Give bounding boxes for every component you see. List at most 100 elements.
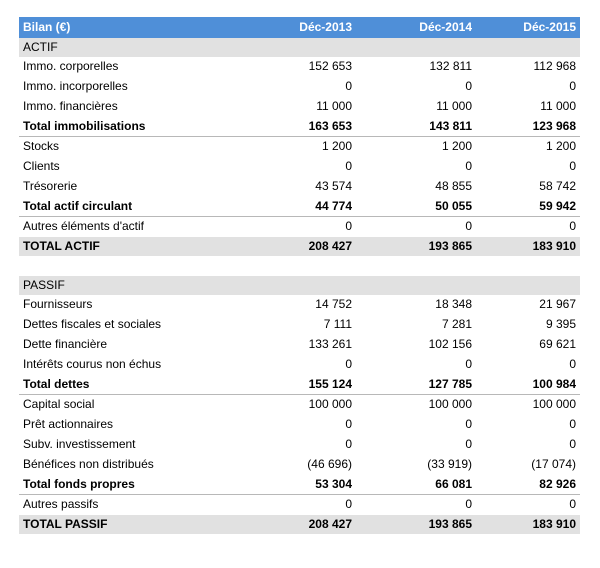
table-row: Capital social 100 000 100 000 100 000 (19, 394, 580, 415)
cell-value: 102 156 (356, 334, 476, 355)
cell-value: 44 774 (219, 196, 356, 217)
subtotal-row: Total dettes 155 124 127 785 100 984 (19, 374, 580, 395)
row-label: Immo. corporelles (19, 57, 219, 77)
cell-value: 0 (476, 434, 580, 455)
cell-value: 0 (219, 434, 356, 455)
cell-value: 7 111 (219, 314, 356, 335)
cell-value: 9 395 (476, 314, 580, 335)
cell-value (476, 256, 580, 276)
cell-value: (33 919) (356, 454, 476, 475)
cell-value: 183 910 (476, 514, 580, 534)
header-year: Déc-2014 (356, 17, 476, 38)
table-row: Fournisseurs 14 752 18 348 21 967 (19, 295, 580, 315)
grand-total-row: TOTAL ACTIF 208 427 193 865 183 910 (19, 236, 580, 256)
row-label: Total immobilisations (19, 116, 219, 137)
section-row: PASSIF (19, 276, 580, 295)
table-header-row: Bilan (€) Déc-2013 Déc-2014 Déc-2015 (19, 17, 580, 38)
cell-value: 0 (476, 156, 580, 177)
row-label: Dettes fiscales et sociales (19, 314, 219, 335)
spacer-row (19, 256, 580, 276)
cell-value: 112 968 (476, 57, 580, 77)
cell-value: 193 865 (356, 514, 476, 534)
row-label: TOTAL PASSIF (19, 514, 219, 534)
cell-value: 1 200 (476, 136, 580, 157)
row-label: Immo. financières (19, 96, 219, 117)
row-label: Total actif circulant (19, 196, 219, 217)
cell-value: 133 261 (219, 334, 356, 355)
header-label: Bilan (€) (19, 17, 219, 38)
cell-value: 0 (219, 156, 356, 177)
cell-value: 132 811 (356, 57, 476, 77)
row-label: TOTAL ACTIF (19, 236, 219, 256)
subtotal-row: Total actif circulant 44 774 50 055 59 942 (19, 196, 580, 217)
table-row: Immo. incorporelles 0 0 0 (19, 76, 580, 97)
cell-value: 0 (356, 354, 476, 375)
header-year: Déc-2013 (219, 17, 356, 38)
cell-value: 59 942 (476, 196, 580, 217)
cell-value (219, 276, 356, 295)
cell-value: 1 200 (356, 136, 476, 157)
cell-value: 11 000 (219, 96, 356, 117)
balance-sheet-table: Bilan (€) Déc-2013 Déc-2014 Déc-2015 ACT… (19, 17, 580, 534)
cell-value: 21 967 (476, 295, 580, 315)
cell-value (356, 256, 476, 276)
row-label: Fournisseurs (19, 295, 219, 315)
cell-value: 0 (476, 354, 580, 375)
table-row: Trésorerie 43 574 48 855 58 742 (19, 176, 580, 197)
table-row: Subv. investissement 0 0 0 (19, 434, 580, 455)
cell-value: 127 785 (356, 374, 476, 395)
cell-value: 0 (476, 216, 580, 237)
cell-value: 11 000 (476, 96, 580, 117)
cell-value: 66 081 (356, 474, 476, 495)
row-label: Total dettes (19, 374, 219, 395)
cell-value: 208 427 (219, 236, 356, 256)
cell-value: 155 124 (219, 374, 356, 395)
cell-value (476, 38, 580, 57)
cell-value: 0 (219, 216, 356, 237)
cell-value (356, 38, 476, 57)
row-label: Total fonds propres (19, 474, 219, 495)
cell-value (356, 276, 476, 295)
cell-value: 193 865 (356, 236, 476, 256)
table-row: Autres passifs 0 0 0 (19, 494, 580, 515)
table-row: Dette financière 133 261 102 156 69 621 (19, 334, 580, 355)
row-label (19, 256, 219, 276)
row-label: PASSIF (19, 276, 219, 295)
row-label: Autres éléments d'actif (19, 216, 219, 237)
cell-value (219, 256, 356, 276)
cell-value: 100 000 (476, 394, 580, 415)
cell-value: 0 (219, 354, 356, 375)
row-label: Autres passifs (19, 494, 219, 515)
table-row: Bénéfices non distribués (46 696) (33 919)… (19, 454, 580, 475)
cell-value: 0 (219, 76, 356, 97)
table-row: Autres éléments d'actif 0 0 0 (19, 216, 580, 237)
cell-value: 0 (356, 494, 476, 515)
subtotal-row: Total fonds propres 53 304 66 081 82 926 (19, 474, 580, 495)
cell-value: 143 811 (356, 116, 476, 137)
table-row: Clients 0 0 0 (19, 156, 580, 177)
cell-value: 0 (356, 76, 476, 97)
row-label: Bénéfices non distribués (19, 454, 219, 475)
cell-value: 123 968 (476, 116, 580, 137)
cell-value: 7 281 (356, 314, 476, 335)
cell-value: 58 742 (476, 176, 580, 197)
balance-sheet: Bilan (€) Déc-2013 Déc-2014 Déc-2015 ACT… (19, 17, 580, 534)
row-label: Dette financière (19, 334, 219, 355)
row-label: Prêt actionnaires (19, 414, 219, 435)
cell-value: (17 074) (476, 454, 580, 475)
row-label: Stocks (19, 136, 219, 157)
table-row: Immo. corporelles 152 653 132 811 112 968 (19, 57, 580, 77)
table-row: Dettes fiscales et sociales 7 111 7 281 9 3… (19, 314, 580, 335)
table-body: ACTIF Immo. corporelles 152 653 132 811 112 … (19, 38, 580, 534)
row-label: Immo. incorporelles (19, 76, 219, 97)
cell-value: 48 855 (356, 176, 476, 197)
cell-value: 43 574 (219, 176, 356, 197)
grand-total-row: TOTAL PASSIF 208 427 193 865 183 910 (19, 514, 580, 534)
cell-value: 11 000 (356, 96, 476, 117)
cell-value: 152 653 (219, 57, 356, 77)
cell-value: 0 (476, 494, 580, 515)
cell-value: 208 427 (219, 514, 356, 534)
row-label: Trésorerie (19, 176, 219, 197)
cell-value: 0 (219, 414, 356, 435)
table-row: Stocks 1 200 1 200 1 200 (19, 136, 580, 157)
